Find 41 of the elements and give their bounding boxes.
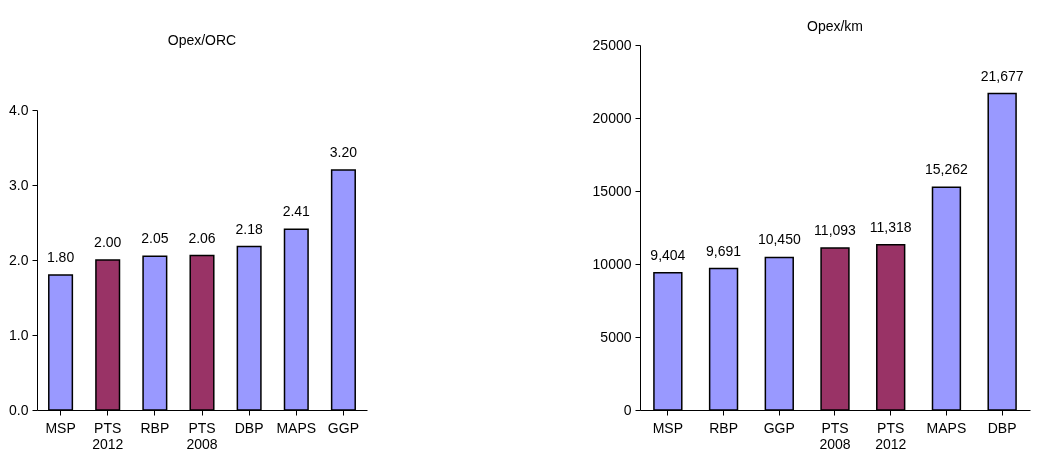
y-tick-label: 10000 bbox=[592, 255, 632, 272]
x-tick-label: PTS 2008 bbox=[819, 419, 851, 452]
y-tick-label: 0 bbox=[623, 401, 632, 418]
x-tick-label: MSP bbox=[652, 419, 684, 436]
chart-title: Opex/ORC bbox=[167, 32, 237, 48]
y-tick-label: 15000 bbox=[592, 182, 632, 199]
data-label: 2.06 bbox=[188, 229, 216, 246]
x-tick-label: GGP bbox=[763, 419, 795, 436]
x-tick-label: PTS 2012 bbox=[92, 419, 124, 452]
data-label: 15,262 bbox=[925, 161, 969, 178]
y-tick-label: 1.0 bbox=[9, 326, 29, 343]
x-tick-label: DBP bbox=[987, 419, 1017, 436]
x-tick-label: RBP bbox=[709, 419, 738, 436]
x-tick-label: MAPS bbox=[926, 419, 967, 436]
data-label: 3.20 bbox=[329, 144, 358, 160]
x-tick-label: DBP bbox=[234, 419, 264, 436]
x-tick-label: RBP bbox=[140, 419, 170, 436]
x-tick-label: PTS 2012 bbox=[875, 419, 907, 452]
y-tick-label: 25000 bbox=[592, 36, 632, 53]
data-label: 10,450 bbox=[757, 231, 801, 248]
data-label: 2.18 bbox=[235, 220, 263, 237]
chart-title: Opex/km bbox=[806, 18, 864, 34]
x-tick-label: GGP bbox=[327, 419, 359, 436]
data-label: 11,093 bbox=[814, 222, 857, 239]
y-tick-label: 3.0 bbox=[9, 176, 29, 193]
data-label: 2.41 bbox=[282, 203, 311, 220]
y-tick-label: 0.0 bbox=[9, 401, 29, 418]
data-label: 2.05 bbox=[141, 230, 169, 247]
y-tick-label: 20000 bbox=[592, 109, 632, 126]
data-label: 2.00 bbox=[94, 234, 122, 250]
y-tick-label: 5000 bbox=[600, 328, 632, 345]
y-tick-label: 4.0 bbox=[9, 101, 29, 118]
x-tick-label: MAPS bbox=[276, 419, 317, 436]
y-tick-label: 2.0 bbox=[9, 251, 29, 268]
data-label: 9,404 bbox=[650, 246, 686, 263]
data-label: 11,318 bbox=[869, 218, 912, 235]
x-tick-label: PTS 2008 bbox=[186, 419, 218, 452]
data-label: 9,691 bbox=[706, 242, 742, 259]
x-tick-label: MSP bbox=[45, 419, 76, 436]
data-label: 1.80 bbox=[46, 249, 75, 265]
data-label: 21,677 bbox=[980, 67, 1024, 84]
